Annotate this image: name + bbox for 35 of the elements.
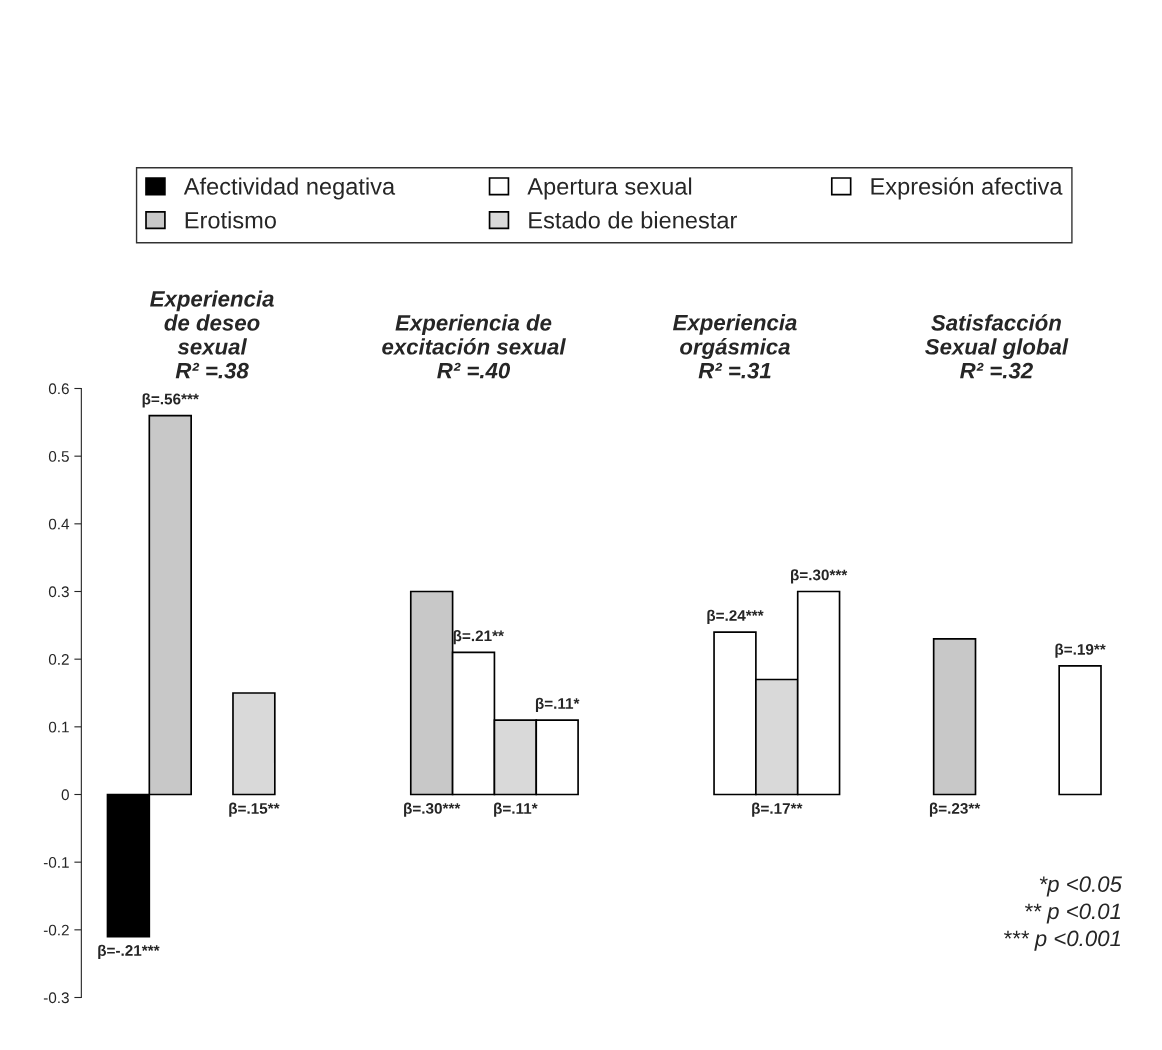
data-label: β=.56***: [142, 393, 199, 408]
y-tick-label: 0: [61, 789, 69, 801]
data-label: β=.11*: [494, 802, 538, 817]
legend-label: Estado de bienestar: [529, 211, 737, 229]
legend-label: Apertura sexual: [527, 177, 692, 200]
data-label: β=-.21***: [98, 944, 160, 959]
y-tick-label: 0.3: [48, 586, 69, 598]
annotation: *p <0.05 ** p <0.01 *** p <0.001: [1003, 876, 1122, 951]
y-tick-label: 0.6: [48, 383, 69, 395]
x-tick-label: Experiencia de deseo sexual R² =.38: [150, 290, 274, 379]
bar: [232, 692, 276, 796]
bar: [932, 638, 977, 796]
data-label: β=.11*: [535, 697, 580, 712]
y-tick-label: 0.4: [48, 518, 70, 530]
legend-label: Afectividad negativa: [183, 177, 396, 200]
data-label: β=.21**: [453, 630, 504, 645]
legend-label: Erotismo: [185, 211, 276, 229]
data-label: β=.23**: [929, 802, 981, 817]
y-tick-label: -0.1: [43, 857, 69, 868]
x-tick-label: Satisfacción Sexual global R² =.32: [925, 314, 1069, 379]
x-tick-label: Experiencia de excitación sexual R² =.40: [382, 314, 566, 379]
bar: [1058, 665, 1102, 796]
y-tick-label: 0.5: [48, 451, 69, 462]
data-label: β=.30***: [791, 569, 848, 584]
data-label: β=.30***: [404, 802, 461, 817]
y-tick-label: 0.1: [48, 721, 69, 733]
y-tick-label: 0.2: [48, 654, 69, 665]
y-tick-label: -0.2: [43, 924, 69, 936]
data-label: β=.17**: [752, 802, 803, 817]
data-label: β=.19**: [1055, 643, 1106, 658]
data-label: β=.24***: [707, 609, 764, 624]
x-tick-label: Experiencia orgásmica R² =.31: [672, 314, 797, 379]
legend-label: Expresión afectiva: [871, 177, 1063, 200]
data-label: β=.15**: [229, 802, 280, 817]
y-tick-label: -0.3: [43, 992, 69, 1004]
